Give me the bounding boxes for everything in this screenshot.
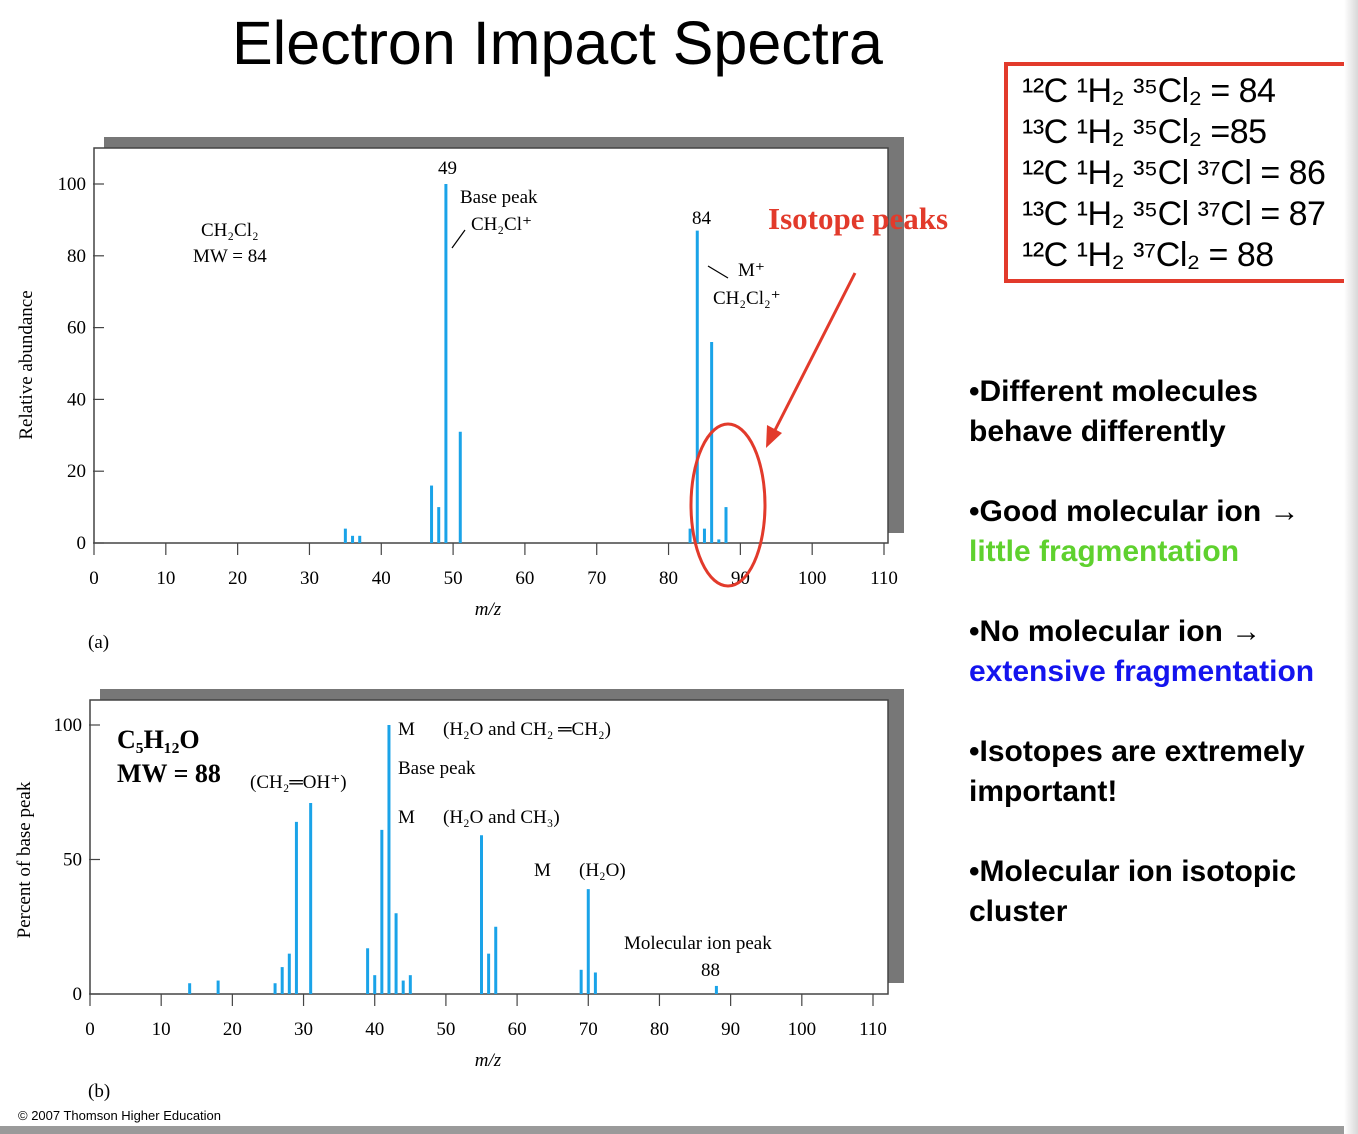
chart-a-ylabel: Relative abundance [16, 290, 37, 439]
bullet-item: •Good molecular ion → little fragmentatio… [969, 492, 1349, 572]
chart-b-loss1-label: (H₂O and CH₂ ═CH₂) [443, 719, 611, 740]
isotope-peaks-label: Isotope peaks [768, 201, 948, 236]
chart-a-molecular-arrow [707, 265, 729, 279]
chart-a-plot-area [93, 147, 889, 544]
chart-a-base-ion-label: CH₂Cl⁺ [471, 214, 532, 235]
bullet-text: •Good molecular ion → [969, 495, 1300, 528]
isotope-line-88: ¹²C ¹H₂ ³⁷Cl₂ = 88 [1022, 236, 1274, 274]
chart-a-peak-84-label: 84 [692, 208, 712, 229]
chart-b-marks: 0 10 20 30 40 50 60 70 80 90 100 110 0 50 100 [54, 715, 887, 1040]
chart-b-m1-label: M [398, 719, 415, 740]
isotope-highlight-ellipse [689, 422, 767, 588]
x-tick-label: 100 [788, 1019, 817, 1040]
chart-a-peak-49-label: 49 [438, 158, 457, 179]
bullet-item: •No molecular ion → extensive fragmentati… [969, 612, 1349, 692]
bullet-text: •No molecular ion → [969, 615, 1262, 648]
y-tick-label: 100 [58, 174, 87, 195]
chart-b-panel-label: (b) [88, 1081, 110, 1102]
chart-b-molecular-ion-label: Molecular ion peak [624, 933, 772, 954]
chart-a-base-peak-label: Base peak [460, 187, 538, 208]
y-tick-label: 40 [67, 389, 86, 410]
isotope-callout: Isotope peaks [689, 201, 948, 588]
bullet-highlight: little fragmentation [969, 535, 1240, 568]
x-tick-label: 110 [859, 1019, 887, 1040]
chart-b-loss3-label: (H₂O) [579, 860, 626, 881]
isotope-line-86: ¹²C ¹H₂ ³⁵Cl ³⁷Cl = 86 [1022, 154, 1326, 192]
chart-a-base-arrow [451, 229, 466, 249]
x-tick-label: 40 [372, 568, 391, 589]
x-tick-label: 70 [587, 568, 606, 589]
chart-b-m2-label: M [398, 807, 415, 828]
x-tick-label: 10 [156, 568, 175, 589]
chart-b-compound: C₅H₁₂O [117, 725, 200, 754]
chart-a-xlabel: m/z [475, 599, 502, 620]
chart-b-m3-label: M [534, 860, 551, 881]
isotope-arrow-head-icon [766, 425, 782, 448]
x-tick-label: 10 [152, 1019, 171, 1040]
y-tick-label: 100 [54, 715, 83, 736]
bullet-list: •Different molecules behave differently … [969, 372, 1349, 972]
isotope-line-84: ¹²C ¹H₂ ³⁵Cl₂ = 84 [1022, 72, 1276, 110]
y-tick-label: 80 [67, 246, 86, 267]
x-tick-label: 30 [294, 1019, 313, 1040]
x-tick-label: 0 [85, 1019, 95, 1040]
x-tick-label: 100 [798, 568, 827, 589]
chart-b-base-peak-label: Base peak [398, 758, 476, 779]
isotope-line-85: ¹³C ¹H₂ ³⁵Cl₂ =85 [1022, 113, 1267, 151]
bottom-bar [0, 1126, 1358, 1134]
bullet-item: •Molecular ion isotopic cluster [969, 852, 1349, 932]
isotope-arrow [768, 272, 857, 441]
x-tick-label: 40 [365, 1019, 384, 1040]
bullet-text: •Different molecules behave differently [969, 375, 1258, 448]
x-tick-label: 20 [223, 1019, 242, 1040]
chart-b-mw: MW = 88 [117, 759, 221, 788]
chart-a-molecular-ion-label: M⁺ [738, 260, 765, 281]
isotope-formula-box: ¹²C ¹H₂ ³⁵Cl₂ = 84 ¹³C ¹H₂ ³⁵Cl₂ =85 ¹²C… [1004, 62, 1348, 283]
x-tick-label: 70 [579, 1019, 598, 1040]
x-tick-label: 110 [870, 568, 898, 589]
x-tick-label: 60 [515, 568, 534, 589]
y-tick-label: 60 [67, 318, 86, 339]
x-tick-label: 0 [89, 568, 99, 589]
chart-b-plot-area [89, 699, 889, 995]
y-tick-label: 0 [77, 533, 87, 554]
y-tick-label: 50 [63, 850, 82, 871]
x-tick-label: 80 [659, 568, 678, 589]
x-tick-label: 90 [721, 1019, 740, 1040]
chart-b-ylabel: Percent of base peak [14, 781, 35, 938]
bullet-item: •Different molecules behave differently [969, 372, 1349, 452]
chart-a-compound: CH₂Cl₂ [201, 220, 259, 241]
x-tick-label: 20 [228, 568, 247, 589]
bullet-text: •Isotopes are extremely important! [969, 735, 1305, 808]
x-tick-label: 80 [650, 1019, 669, 1040]
bullet-text: •Molecular ion isotopic cluster [969, 855, 1297, 928]
x-tick-label: 60 [508, 1019, 527, 1040]
chart-a-mw: MW = 84 [193, 246, 267, 267]
chart-b: 0 10 20 30 40 50 60 70 80 90 100 110 0 50 100 Percent … [14, 689, 904, 1102]
chart-b-peak-88-label: 88 [701, 960, 720, 981]
y-tick-label: 20 [67, 461, 86, 482]
copyright-notice: © 2007 Thomson Higher Education [18, 1108, 222, 1123]
y-tick-label: 0 [73, 984, 83, 1005]
bullet-item: •Isotopes are extremely important! [969, 732, 1349, 812]
x-tick-label: 30 [300, 568, 319, 589]
x-tick-label: 50 [444, 568, 463, 589]
chart-a-panel-label: (a) [88, 632, 109, 653]
chart-b-loss2-label: (H₂O and CH₃) [443, 807, 560, 828]
isotope-line-87: ¹³C ¹H₂ ³⁵Cl ³⁷Cl = 87 [1022, 195, 1326, 233]
slide-title: Electron Impact Spectra [232, 9, 883, 77]
chart-b-ion-31-label: (CH₂═OH⁺) [250, 772, 347, 793]
bullet-highlight: extensive fragmentation [969, 655, 1315, 688]
chart-a-molecular-formula-label: CH₂Cl₂⁺ [713, 288, 781, 309]
x-tick-label: 50 [436, 1019, 455, 1040]
chart-b-xlabel: m/z [475, 1050, 502, 1071]
